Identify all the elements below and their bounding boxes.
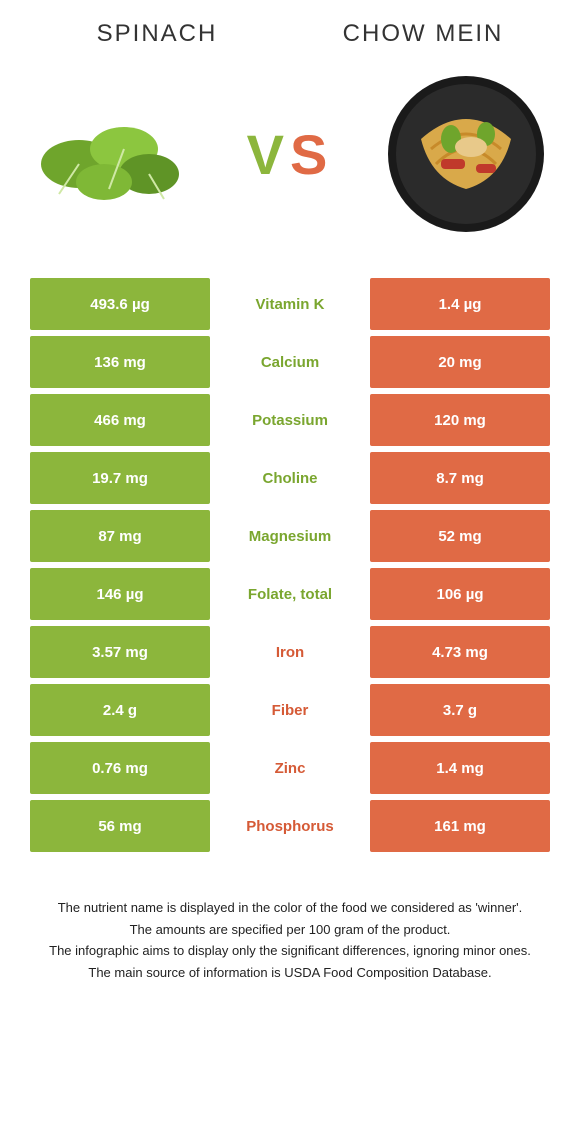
table-row: 466 mgPotassium120 mg bbox=[30, 394, 550, 446]
left-value-cell: 3.57 mg bbox=[30, 626, 210, 678]
left-value-cell: 493.6 µg bbox=[30, 278, 210, 330]
right-value-cell: 1.4 µg bbox=[370, 278, 550, 330]
nutrient-name-cell: Fiber bbox=[216, 684, 364, 736]
right-value-cell: 106 µg bbox=[370, 568, 550, 620]
right-value-cell: 120 mg bbox=[370, 394, 550, 446]
right-value-cell: 1.4 mg bbox=[370, 742, 550, 794]
right-food-title: Chow mein bbox=[290, 20, 556, 48]
nutrient-name-cell: Vitamin K bbox=[216, 278, 364, 330]
spinach-icon bbox=[29, 94, 199, 214]
left-food-title: Spinach bbox=[24, 20, 290, 48]
vs-label: VS bbox=[212, 122, 368, 187]
nutrient-name-cell: Zinc bbox=[216, 742, 364, 794]
table-row: 19.7 mgCholine8.7 mg bbox=[30, 452, 550, 504]
comparison-table: 493.6 µgVitamin K1.4 µg 136 mgCalcium20 m… bbox=[24, 272, 556, 858]
right-value-cell: 3.7 g bbox=[370, 684, 550, 736]
left-value-cell: 466 mg bbox=[30, 394, 210, 446]
left-value-cell: 87 mg bbox=[30, 510, 210, 562]
footer-notes: The nutrient name is displayed in the co… bbox=[24, 898, 556, 982]
table-row: 56 mgPhosphorus161 mg bbox=[30, 800, 550, 852]
nutrient-name-cell: Calcium bbox=[216, 336, 364, 388]
chow-mein-icon bbox=[381, 69, 551, 239]
right-value-cell: 161 mg bbox=[370, 800, 550, 852]
images-row: VS bbox=[24, 64, 556, 244]
table-row: 87 mgMagnesium52 mg bbox=[30, 510, 550, 562]
table-row: 2.4 gFiber3.7 g bbox=[30, 684, 550, 736]
vs-v: V bbox=[247, 123, 290, 186]
table-row: 136 mgCalcium20 mg bbox=[30, 336, 550, 388]
table-row: 0.76 mgZinc1.4 mg bbox=[30, 742, 550, 794]
nutrient-name-cell: Phosphorus bbox=[216, 800, 364, 852]
nutrient-name-cell: Magnesium bbox=[216, 510, 364, 562]
left-food-image bbox=[24, 64, 204, 244]
right-value-cell: 52 mg bbox=[370, 510, 550, 562]
table-row: 3.57 mgIron4.73 mg bbox=[30, 626, 550, 678]
table-row: 146 µgFolate, total106 µg bbox=[30, 568, 550, 620]
right-value-cell: 8.7 mg bbox=[370, 452, 550, 504]
nutrient-name-cell: Iron bbox=[216, 626, 364, 678]
left-value-cell: 146 µg bbox=[30, 568, 210, 620]
right-value-cell: 20 mg bbox=[370, 336, 550, 388]
nutrient-name-cell: Folate, total bbox=[216, 568, 364, 620]
vs-s: S bbox=[290, 123, 333, 186]
left-value-cell: 136 mg bbox=[30, 336, 210, 388]
right-food-image bbox=[376, 64, 556, 244]
footer-line: The nutrient name is displayed in the co… bbox=[32, 898, 548, 918]
left-value-cell: 19.7 mg bbox=[30, 452, 210, 504]
left-value-cell: 56 mg bbox=[30, 800, 210, 852]
left-value-cell: 0.76 mg bbox=[30, 742, 210, 794]
right-value-cell: 4.73 mg bbox=[370, 626, 550, 678]
footer-line: The infographic aims to display only the… bbox=[32, 941, 548, 961]
table-row: 493.6 µgVitamin K1.4 µg bbox=[30, 278, 550, 330]
nutrient-name-cell: Potassium bbox=[216, 394, 364, 446]
nutrient-name-cell: Choline bbox=[216, 452, 364, 504]
left-value-cell: 2.4 g bbox=[30, 684, 210, 736]
footer-line: The main source of information is USDA F… bbox=[32, 963, 548, 983]
header: Spinach Chow mein bbox=[24, 20, 556, 48]
footer-line: The amounts are specified per 100 gram o… bbox=[32, 920, 548, 940]
